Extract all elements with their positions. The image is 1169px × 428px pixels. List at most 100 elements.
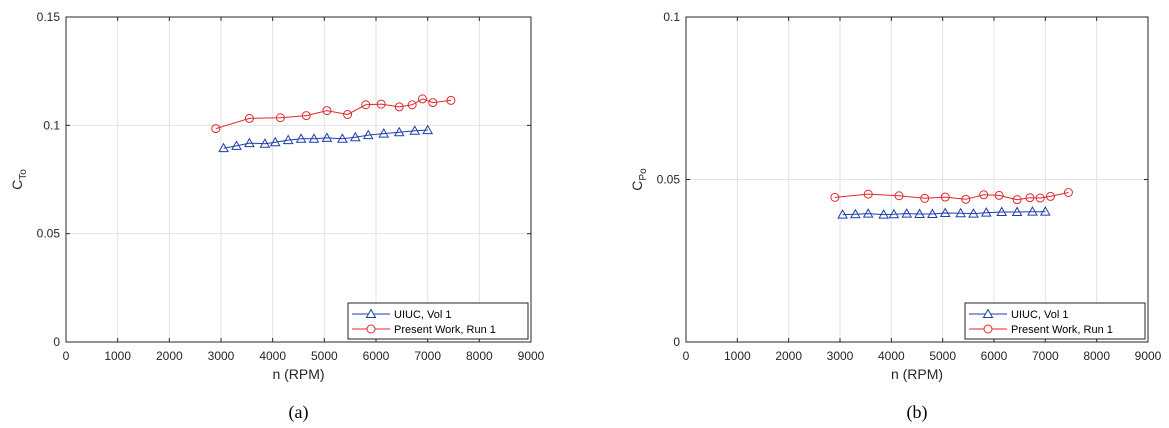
data-point-uiuc — [996, 206, 1008, 216]
x-tick-label: 9000 — [518, 349, 545, 363]
legend-marker-present — [366, 324, 376, 334]
x-tick-label: 1000 — [104, 349, 131, 363]
data-point-present — [361, 100, 371, 110]
data-point-uiuc — [244, 137, 255, 148]
x-tick-label: 1000 — [724, 349, 751, 363]
x-tick-label: 7000 — [414, 349, 441, 363]
axes-frame-a — [65, 16, 532, 343]
legend-label-present: Present Work, Run 1 — [1011, 324, 1113, 336]
data-point-uiuc — [1039, 206, 1051, 216]
y-axis-label-sub-b: Po — [638, 168, 649, 181]
data-point-uiuc — [837, 209, 848, 219]
data-point-present — [244, 113, 254, 123]
data-point-uiuc — [968, 208, 979, 218]
data-point-present — [1063, 188, 1073, 197]
data-point-uiuc — [282, 134, 294, 145]
data-point-uiuc — [231, 140, 242, 150]
y-tick-label: 0.15 — [37, 10, 61, 24]
x-tick-label: 7000 — [1032, 349, 1059, 363]
y-tick-label: 0.05 — [37, 227, 61, 241]
data-point-uiuc — [259, 138, 271, 148]
caption-a: (a) — [289, 402, 309, 423]
data-point-uiuc — [378, 128, 390, 138]
data-point-uiuc — [927, 208, 938, 218]
x-tick-label: 2000 — [156, 349, 183, 363]
plot-area-a — [65, 16, 532, 343]
chart-panel-b: 0 1000 2000 3000 4000 5000 6000 7000 8000 9000 0 0.… — [629, 10, 1162, 423]
legend-marker-uiuc — [365, 308, 377, 318]
data-point-present — [418, 94, 427, 104]
data-point-uiuc — [295, 133, 307, 143]
data-point-present — [275, 113, 285, 123]
y-tick-label: 0 — [673, 335, 680, 349]
y-tick-label: 0 — [53, 335, 60, 349]
data-point-present — [994, 190, 1004, 200]
x-tick-label: 0 — [63, 349, 70, 363]
x-axis-label-b: n (RPM) — [891, 366, 943, 382]
data-point-present — [979, 190, 989, 200]
chart-panel-a: 0 1000 2000 3000 4000 5000 6000 7000 8000 9000 0 0.… — [9, 10, 545, 423]
data-point-uiuc — [955, 207, 966, 218]
series-line-uiuc — [842, 211, 1046, 216]
legend-label-present: Present Work, Run 1 — [394, 324, 496, 336]
x-tick-label: 4000 — [878, 349, 905, 363]
data-point-present — [940, 192, 950, 202]
data-point-present — [376, 99, 386, 109]
data-point-uiuc — [901, 208, 913, 218]
axes-frame-b — [685, 16, 1149, 343]
data-point-uiuc — [980, 207, 992, 217]
x-tick-label: 3000 — [827, 349, 854, 363]
series-a — [211, 94, 456, 153]
series-b — [830, 188, 1073, 219]
data-point-uiuc — [349, 131, 361, 142]
x-tick-label: 2000 — [775, 349, 802, 363]
legend-marker-present — [983, 324, 993, 334]
data-point-present — [1045, 191, 1055, 201]
data-point-uiuc — [939, 207, 951, 217]
legend-marker-uiuc — [982, 308, 994, 318]
data-point-uiuc — [337, 133, 348, 143]
data-point-present — [920, 193, 930, 203]
data-point-present — [211, 124, 221, 134]
x-tick-label: 5000 — [311, 349, 338, 363]
series-line-uiuc — [223, 129, 428, 149]
legend-box — [964, 302, 1146, 340]
y-axis-label-main-b: C — [629, 181, 645, 191]
x-tick-label: 8000 — [1083, 349, 1110, 363]
x-tick-label: 3000 — [208, 349, 235, 363]
data-point-present — [1012, 195, 1022, 205]
data-point-uiuc — [308, 133, 320, 143]
ticks-b: 0 1000 2000 3000 4000 5000 6000 7000 8000 9000 0 0.… — [657, 10, 1162, 363]
x-tick-label: 9000 — [1135, 349, 1162, 363]
data-point-uiuc — [914, 208, 925, 218]
data-point-uiuc — [409, 125, 421, 135]
x-tick-label: 6000 — [363, 349, 390, 363]
data-point-uiuc — [321, 132, 333, 142]
x-tick-label: 6000 — [981, 349, 1008, 363]
y-tick-label: 0.05 — [657, 173, 681, 187]
data-point-present — [863, 189, 873, 199]
data-point-present — [446, 95, 456, 105]
data-point-present — [301, 111, 311, 121]
data-point-uiuc — [888, 208, 900, 219]
legend-label-uiuc: UIUC, Vol 1 — [394, 309, 451, 321]
data-point-present — [343, 110, 353, 119]
data-point-present — [394, 102, 404, 112]
x-tick-label: 4000 — [259, 349, 286, 363]
x-tick-label: 0 — [683, 349, 690, 363]
data-point-present — [407, 100, 417, 110]
y-tick-label: 0.1 — [663, 10, 680, 24]
legend-a: UIUC, Vol 1 Present Work, Run 1 — [347, 302, 529, 340]
data-point-uiuc — [878, 209, 889, 219]
y-axis-label-sub-a: To — [18, 169, 29, 180]
data-point-uiuc — [218, 142, 229, 153]
data-point-uiuc — [850, 208, 861, 219]
data-point-present — [894, 191, 904, 201]
data-point-uiuc — [422, 124, 434, 135]
series-line-present — [834, 192, 1069, 201]
data-point-uiuc — [862, 208, 874, 218]
caption-b: (b) — [907, 402, 928, 423]
data-point-uiuc — [1027, 206, 1038, 216]
legend-label-uiuc: UIUC, Vol 1 — [1011, 309, 1068, 321]
